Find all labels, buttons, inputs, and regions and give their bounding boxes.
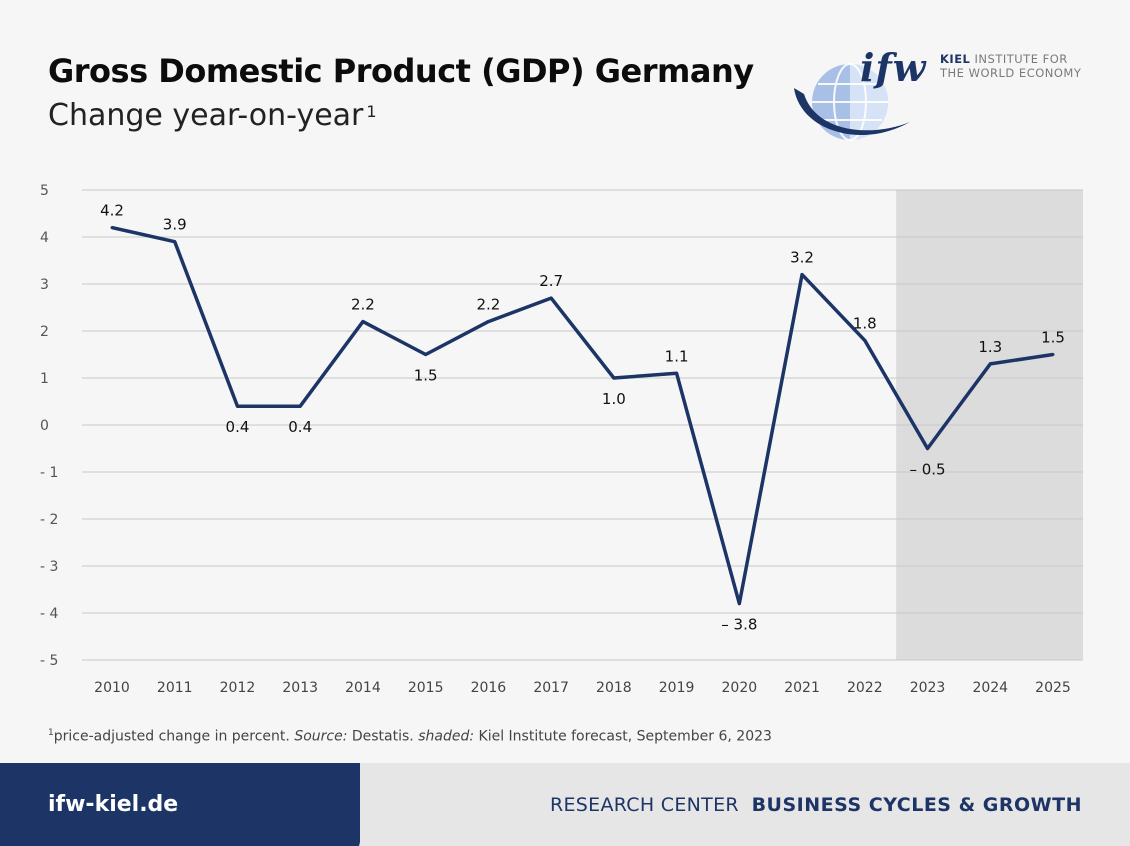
data-label: 1.8: [853, 314, 877, 332]
x-tick-label: 2016: [471, 680, 507, 696]
data-label: 1.5: [414, 367, 438, 385]
gdp-line-chart: 5 4 3 2 1 0 - 1 - 2 - 3 - 4 - 5 2010 2011 2012 2013 201…: [40, 183, 1083, 696]
x-tick-label: 2021: [784, 680, 820, 696]
y-tick-label: - 5: [40, 653, 58, 669]
footnote: 1price-adjusted change in percent. Sourc…: [48, 728, 772, 745]
data-point: [675, 371, 679, 375]
x-tick-label: 2012: [220, 680, 256, 696]
data-label: 1.3: [978, 338, 1002, 356]
data-point: [1051, 353, 1055, 356]
y-tick-label: - 2: [40, 512, 58, 528]
footnote-text-2: Destatis.: [347, 728, 419, 745]
data-label: 2.2: [351, 296, 375, 314]
x-tick-label: 2019: [659, 680, 695, 696]
x-tick-label: 2017: [533, 680, 569, 696]
x-tick-label: 2022: [847, 680, 883, 696]
y-tick-label: 4: [40, 230, 49, 246]
data-label: – 0.5: [909, 461, 945, 479]
x-tick-label: 2023: [910, 680, 946, 696]
x-tick-label: 2020: [722, 680, 758, 696]
data-label: 3.9: [163, 216, 187, 234]
data-label: 4.2: [100, 202, 124, 220]
x-tick-label: 2014: [345, 680, 381, 696]
x-tick-label: 2018: [596, 680, 632, 696]
x-tick-label: 2024: [972, 680, 1008, 696]
data-point: [110, 226, 114, 230]
data-point: [486, 320, 490, 324]
y-tick-label: - 3: [40, 559, 58, 575]
y-tick-label: - 4: [40, 606, 59, 622]
data-point: [235, 404, 239, 408]
data-point: [612, 376, 616, 380]
data-point: [863, 338, 867, 342]
data-point: [800, 273, 804, 277]
y-tick-label: - 1: [40, 465, 58, 481]
data-label: – 3.8: [721, 616, 757, 634]
institute-name-line2: THE WORLD ECONOMY: [940, 66, 1082, 80]
data-point: [737, 602, 741, 606]
data-point: [549, 296, 553, 300]
y-tick-label: 2: [40, 324, 49, 340]
data-point: [988, 362, 992, 366]
data-label: 1.1: [665, 347, 689, 365]
x-tick-label: 2025: [1035, 680, 1071, 696]
y-tick-label: 0: [40, 418, 49, 434]
footnote-text-1: price-adjusted change in percent.: [53, 728, 295, 745]
subtitle-text: Change year-on-year: [48, 98, 364, 133]
data-label: 1.5: [1041, 329, 1065, 347]
footer-right-band: [360, 763, 1130, 846]
globe-logo-icon: [794, 63, 910, 141]
data-label: 2.2: [476, 296, 500, 314]
footer-left-band: [0, 763, 378, 846]
y-tick-label: 5: [40, 183, 49, 199]
x-tick-label: 2015: [408, 680, 444, 696]
x-tick-label: 2010: [94, 680, 130, 696]
research-center-label: RESEARCH CENTER BUSINESS CYCLES & GROWTH: [550, 794, 1082, 816]
institute-name: KIEL INSTITUTE FOR THE WORLD ECONOMY: [940, 52, 1081, 80]
x-tick-label: 2013: [282, 680, 318, 696]
subtitle-footnote-marker: 1: [366, 102, 377, 121]
data-point: [926, 447, 930, 450]
data-label: 0.4: [226, 418, 250, 436]
footnote-marker: 1: [48, 728, 54, 738]
data-label: 2.7: [539, 272, 563, 290]
chart-subtitle: Change year-on-year 1: [48, 98, 377, 133]
website-link[interactable]: ifw-kiel.de: [48, 792, 179, 817]
data-point: [361, 320, 365, 324]
data-point: [424, 353, 428, 356]
research-center-text: RESEARCH CENTER: [549, 794, 739, 816]
data-label: 0.4: [288, 418, 312, 436]
data-label: 1.0: [602, 390, 626, 408]
division-name: BUSINESS CYCLES & GROWTH: [751, 794, 1082, 816]
x-tick-label: 2011: [157, 680, 193, 696]
y-tick-label: 1: [40, 371, 49, 387]
footnote-shaded-label: shaded:: [418, 728, 475, 745]
series-line: [111, 225, 1054, 606]
footnote-text-3: Kiel Institute forecast, September 6, 20…: [474, 728, 772, 745]
ifw-wordmark: ifw: [860, 45, 927, 90]
chart-title: Gross Domestic Product (GDP) Germany: [48, 52, 754, 90]
institute-name-bold: KIEL: [940, 52, 971, 66]
institute-name-line1: INSTITUTE FOR: [970, 52, 1068, 66]
data-point: [173, 240, 177, 244]
data-label: 3.2: [790, 249, 814, 267]
data-point: [298, 404, 302, 408]
y-tick-label: 3: [40, 277, 49, 293]
footnote-source-label: Source:: [294, 728, 348, 745]
